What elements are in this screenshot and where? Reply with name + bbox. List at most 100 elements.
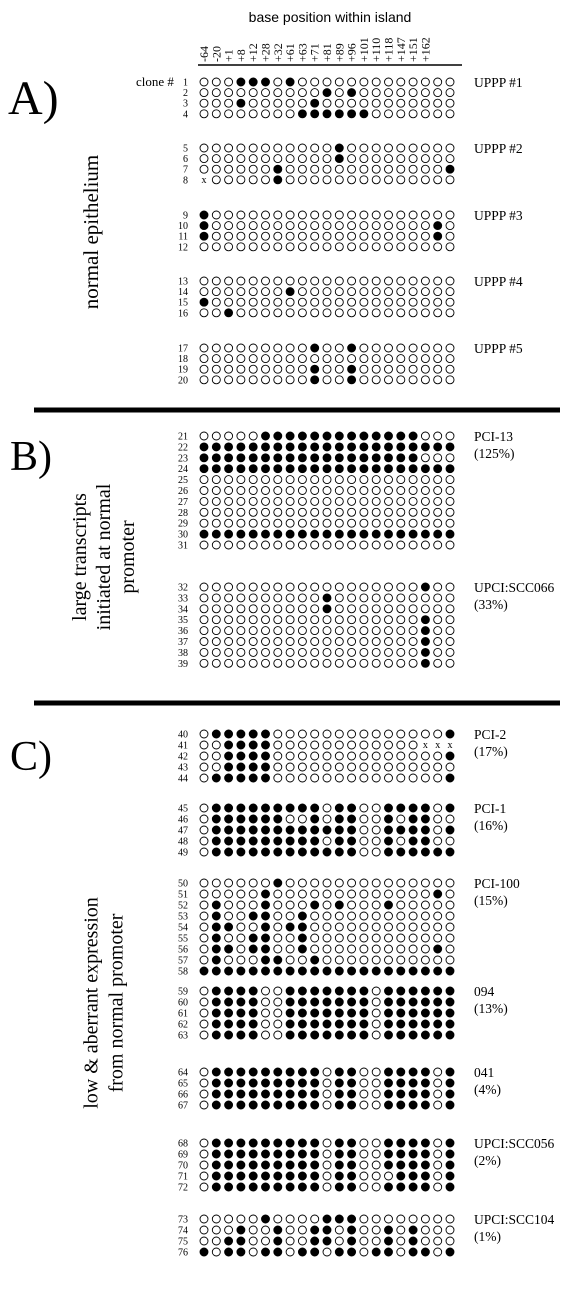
unmethylated-site [408,878,418,888]
methylated-site [408,1149,418,1159]
unmethylated-site [211,276,221,286]
unmethylated-site [199,308,209,318]
methylated-site [322,1236,332,1246]
unmethylated-site [408,593,418,603]
unmethylated-site [322,836,332,846]
clone-number: 76 [178,1248,188,1259]
methylated-site [236,729,246,739]
unmethylated-site [297,604,307,614]
unmethylated-site [371,986,381,996]
unmethylated-site [310,287,320,297]
methylated-site [261,1100,270,1110]
sample-percentage: (16%) [474,818,508,833]
unmethylated-site [408,77,418,87]
methylated-site [384,1008,393,1018]
unmethylated-site [334,773,344,783]
methylated-site [273,442,283,452]
methylated-site [211,825,221,835]
unmethylated-site [224,242,234,252]
unmethylated-site [285,604,295,614]
methylated-site [396,1008,406,1018]
unmethylated-site [396,878,406,888]
methylated-site [199,464,209,474]
clone-number: 42 [178,752,188,763]
unmethylated-site [224,878,234,888]
unmethylated-site [359,343,369,353]
methylated-site [248,836,258,846]
clone-number: 7 [183,165,188,176]
unmethylated-site [199,143,209,153]
unmethylated-site [211,308,221,318]
unmethylated-site [396,658,406,668]
unmethylated-site [273,98,283,108]
methylated-site [285,825,295,835]
methylated-site [347,1171,357,1181]
unmethylated-site [433,729,443,739]
methylated-site [297,1171,307,1181]
unmethylated-site [297,175,307,185]
unmethylated-site [371,955,381,965]
methylated-site [420,582,430,592]
unmethylated-site [371,1225,381,1235]
methylated-site [396,966,406,976]
unmethylated-site [285,955,295,965]
unmethylated-site [273,77,283,87]
methylated-site [420,836,430,846]
clone-number: 28 [178,508,188,519]
unmethylated-site [199,889,209,899]
unmethylated-site [347,900,357,910]
sample-name: 041 [474,1065,494,1080]
methylated-site [334,1100,344,1110]
unmethylated-site [445,453,455,463]
unmethylated-site [408,496,418,506]
methylated-site [310,1008,320,1018]
unmethylated-site [408,276,418,286]
unmethylated-site [199,77,209,87]
methylated-site [310,966,320,976]
unmethylated-site [322,637,332,646]
unmethylated-site [236,486,246,495]
unmethylated-site [199,431,209,441]
unmethylated-site [224,933,234,943]
methylated-site [445,803,455,813]
unmethylated-site [334,615,344,625]
unmethylated-site [384,164,393,174]
unmethylated-site [359,308,369,318]
unmethylated-site [273,88,283,98]
unmethylated-site [371,729,381,739]
methylated-site [408,1030,418,1040]
unmethylated-site [273,276,283,286]
unmethylated-site [359,836,369,846]
unmethylated-site [347,287,357,297]
clone-number: 33 [178,593,188,604]
methylated-site [384,442,393,452]
unmethylated-site [445,900,455,910]
unmethylated-site [297,242,307,252]
unmethylated-site [384,637,393,646]
methylated-site [310,1149,320,1159]
methylated-site [199,529,209,539]
methylated-site [347,1236,357,1246]
unmethylated-site [297,164,307,174]
methylated-site [273,1171,283,1181]
unmethylated-site [334,626,344,636]
clone-number: 63 [178,1031,188,1042]
methylated-site [445,997,455,1007]
unmethylated-site [359,933,369,943]
unmethylated-site [359,496,369,506]
unmethylated-site [297,1225,307,1235]
unmethylated-site [420,354,430,364]
clone-number: 5 [183,144,188,155]
unmethylated-site [273,375,283,385]
unmethylated-site [310,77,320,87]
methylated-site [445,1138,455,1148]
methylated-site [347,453,357,463]
methylated-site [420,647,430,657]
unmethylated-site [396,287,406,297]
unmethylated-site [273,604,283,614]
unmethylated-site [384,276,393,286]
unmethylated-site [248,540,258,550]
sample-name: PCI-2 [474,727,506,742]
methylated-site [396,1019,406,1029]
